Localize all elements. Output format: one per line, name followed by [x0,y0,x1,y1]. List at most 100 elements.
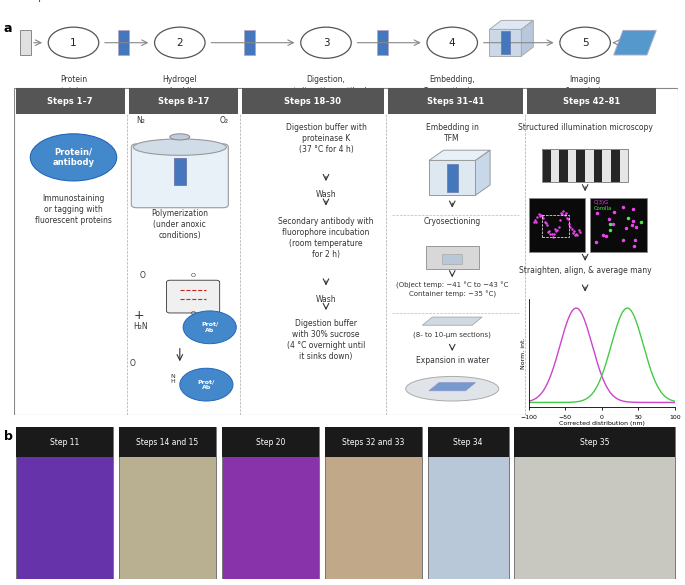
Text: Embedding in
TFM: Embedding in TFM [426,123,479,143]
FancyBboxPatch shape [542,149,551,182]
FancyBboxPatch shape [16,427,113,457]
Circle shape [301,27,351,58]
FancyBboxPatch shape [577,149,585,182]
Text: Sample: Sample [21,0,52,2]
Text: Hydrogel
embedding: Hydrogel embedding [158,75,201,95]
Circle shape [560,27,610,58]
Polygon shape [614,30,656,55]
Text: N
H: N H [171,374,175,384]
FancyBboxPatch shape [443,254,462,264]
Text: Wash: Wash [316,190,336,199]
FancyBboxPatch shape [119,427,216,457]
FancyBboxPatch shape [388,88,523,115]
Text: O: O [130,359,136,368]
Circle shape [427,27,477,58]
Text: N₂: N₂ [136,116,145,125]
Text: Steps 8–17: Steps 8–17 [158,97,209,105]
Text: b: b [3,430,12,443]
Text: Digestion buffer with
proteinase K
(37 °C for 4 h): Digestion buffer with proteinase K (37 °… [286,123,366,154]
Text: O: O [190,311,196,316]
X-axis label: Corrected distribution (nm): Corrected distribution (nm) [559,421,645,426]
Text: Step 35: Step 35 [580,438,609,447]
Y-axis label: Norm. int.: Norm. int. [521,337,526,369]
Text: Wash: Wash [316,295,336,304]
FancyBboxPatch shape [377,30,388,55]
FancyBboxPatch shape [514,427,675,579]
Text: Expansion in water: Expansion in water [416,356,489,365]
FancyBboxPatch shape [568,149,577,182]
FancyBboxPatch shape [118,30,129,55]
Text: Steps 1–7: Steps 1–7 [47,97,93,105]
Text: Steps 32 and 33: Steps 32 and 33 [342,438,405,447]
Text: H₂N: H₂N [134,322,148,331]
Text: +: + [134,309,144,322]
Polygon shape [490,20,534,29]
Text: (Object temp: −41 °C to −43 °C
Container temp: −35 °C): (Object temp: −41 °C to −43 °C Container… [396,283,508,298]
FancyBboxPatch shape [174,159,186,185]
FancyBboxPatch shape [527,88,656,115]
Text: Protein
staining: Protein staining [58,75,89,95]
FancyBboxPatch shape [425,246,479,269]
Text: Steps 42–81: Steps 42–81 [563,97,621,105]
FancyBboxPatch shape [611,149,620,182]
Ellipse shape [30,134,116,181]
Text: Imaging
& analysis: Imaging & analysis [565,75,605,95]
Text: Straighten, align, & average many: Straighten, align, & average many [519,266,651,275]
Ellipse shape [170,134,190,140]
FancyBboxPatch shape [242,88,384,115]
Text: C(3)G: C(3)G [594,201,609,205]
FancyBboxPatch shape [559,149,568,182]
FancyBboxPatch shape [129,88,238,115]
FancyBboxPatch shape [132,144,228,208]
FancyBboxPatch shape [119,427,216,579]
FancyBboxPatch shape [501,32,510,54]
Text: 2: 2 [177,37,183,48]
Text: Step 11: Step 11 [50,438,79,447]
Polygon shape [521,20,534,56]
FancyBboxPatch shape [585,149,594,182]
FancyBboxPatch shape [16,88,125,115]
FancyBboxPatch shape [222,427,319,457]
Ellipse shape [134,139,226,155]
Text: 4: 4 [449,37,456,48]
Text: O: O [190,273,196,278]
Text: Corolla: Corolla [594,206,612,211]
Circle shape [155,27,205,58]
Text: Secondary antibody with
fluorophore incubation
(room temperature
for 2 h): Secondary antibody with fluorophore incu… [278,217,374,259]
Text: Prot/
Ab: Prot/ Ab [201,322,219,333]
FancyBboxPatch shape [529,198,585,252]
Text: O₂: O₂ [220,116,229,125]
FancyBboxPatch shape [590,198,647,252]
FancyBboxPatch shape [21,30,31,55]
Text: Steps 18–30: Steps 18–30 [284,97,341,105]
Text: Digestion,
post-digestion antibody
staining & dehydration: Digestion, post-digestion antibody stain… [280,75,371,106]
FancyBboxPatch shape [620,149,628,182]
Circle shape [183,311,236,344]
Polygon shape [475,150,490,195]
FancyBboxPatch shape [325,427,423,457]
Text: Immunostaining
or tagging with
fluorescent proteins: Immunostaining or tagging with fluoresce… [35,194,112,225]
FancyBboxPatch shape [447,164,458,192]
FancyBboxPatch shape [514,427,675,457]
FancyBboxPatch shape [551,149,559,182]
Text: 1: 1 [70,37,77,48]
Text: Cryosectioning: Cryosectioning [423,217,481,226]
Text: (8- to 10-μm sections): (8- to 10-μm sections) [413,331,491,338]
FancyBboxPatch shape [490,29,521,56]
Text: Steps 31–41: Steps 31–41 [427,97,484,105]
FancyBboxPatch shape [594,149,602,182]
FancyBboxPatch shape [427,427,509,579]
Text: Step 20: Step 20 [256,438,285,447]
FancyBboxPatch shape [429,160,475,195]
Text: Prot/
Ab: Prot/ Ab [198,379,215,390]
Text: 3: 3 [323,37,329,48]
FancyBboxPatch shape [16,427,113,579]
Text: Step 34: Step 34 [453,438,483,447]
Text: Digestion buffer
with 30% sucrose
(4 °C overnight until
it sinks down): Digestion buffer with 30% sucrose (4 °C … [287,319,365,362]
Text: Structured illumination microscopy: Structured illumination microscopy [518,123,653,132]
FancyBboxPatch shape [222,427,319,579]
FancyBboxPatch shape [325,427,423,579]
Text: a: a [3,22,12,35]
FancyBboxPatch shape [245,30,255,55]
Text: O: O [140,271,146,280]
